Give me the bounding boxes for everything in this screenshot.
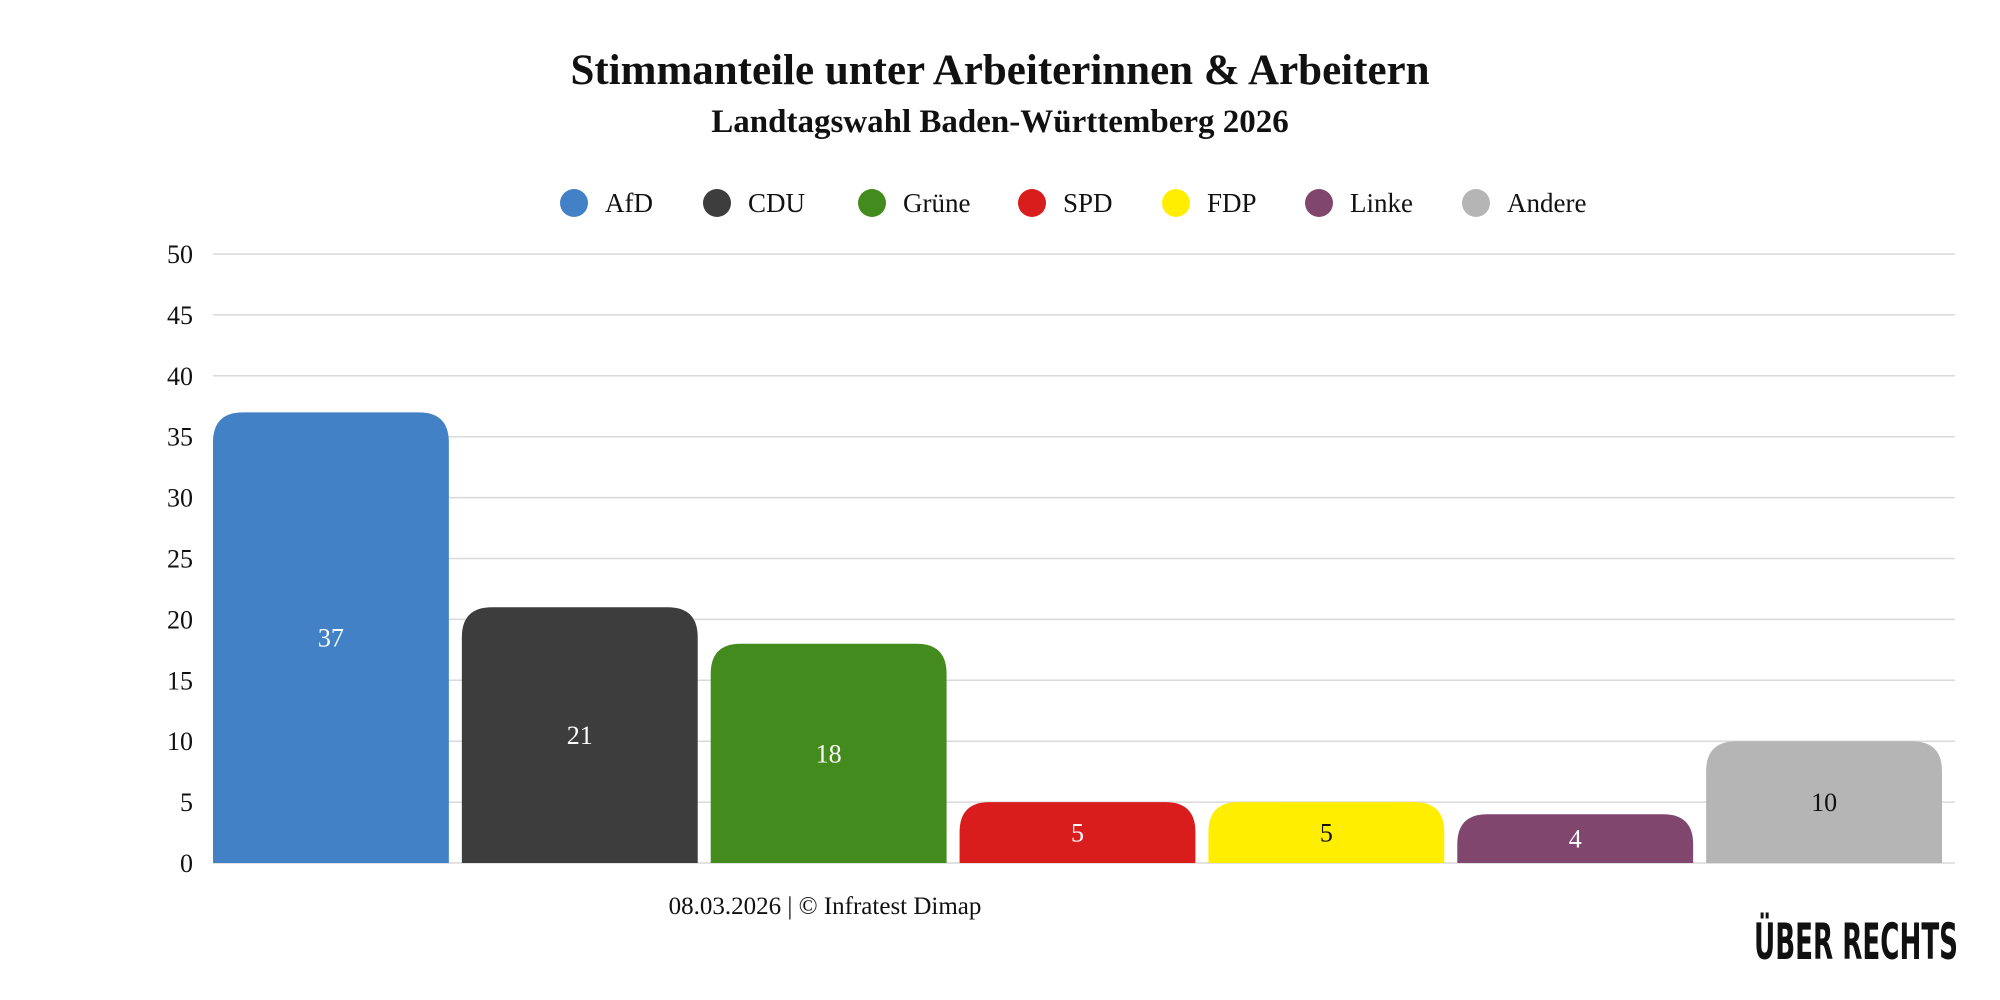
bar-value-label: 5 <box>1320 819 1333 848</box>
legend-swatch <box>1462 189 1490 217</box>
y-tick-label: 5 <box>180 788 193 817</box>
bar-grüne <box>710 643 947 863</box>
legend-swatch <box>1018 189 1046 217</box>
legend-swatch <box>858 189 886 217</box>
y-tick-label: 45 <box>167 301 193 330</box>
chart-legend: AfD CDU Grüne SPD FDP Linke Andere <box>0 183 2000 223</box>
legend-label: CDU <box>748 187 806 218</box>
bar-value-label: 5 <box>1071 819 1084 848</box>
legend-item-linke: Linke <box>1305 183 1413 223</box>
svg-text:ÜBER RECHTS: ÜBER RECHTS <box>1754 912 1958 965</box>
y-tick-label: 35 <box>167 423 193 452</box>
y-tick-label: 30 <box>167 484 193 513</box>
bar-afd <box>213 412 449 863</box>
y-tick-label: 25 <box>167 545 193 574</box>
bar-spd <box>959 802 1196 863</box>
y-tick-label: 20 <box>167 605 193 634</box>
legend-item-andere: Andere <box>1462 183 1586 223</box>
legend-swatch <box>1162 189 1190 217</box>
uber-rechts-logo: ÜBER RECHTS <box>1754 912 1958 965</box>
bar-andere <box>1706 741 1942 863</box>
bar-linke <box>1457 814 1694 863</box>
bar-value-label: 4 <box>1569 825 1582 854</box>
chart-subtitle: Landtagswahl Baden-Württemberg 2026 <box>711 104 1289 140</box>
source-footer: 08.03.2026 | © Infratest Dimap <box>668 893 982 920</box>
legend-label: Andere <box>1507 187 1587 218</box>
legend-item-fdp: FDP <box>1162 183 1257 223</box>
legend-item-afd: AfD <box>560 183 653 223</box>
legend-label: FDP <box>1207 187 1257 218</box>
y-tick-label: 15 <box>167 666 193 695</box>
bar-value-label: 21 <box>567 721 593 750</box>
y-tick-label: 40 <box>167 362 193 391</box>
y-tick-label: 10 <box>167 727 193 756</box>
legend-swatch <box>1305 189 1333 217</box>
legend-label: AfD <box>605 187 653 218</box>
legend-label: Grüne <box>903 187 971 218</box>
legend-label: SPD <box>1063 187 1113 218</box>
bar-value-label: 18 <box>816 739 842 768</box>
bar-value-label: 37 <box>318 624 344 653</box>
chart-title: Stimmanteile unter Arbeiterinnen & Arbei… <box>570 47 1430 94</box>
bar-fdp <box>1208 802 1445 863</box>
legend-item-spd: SPD <box>1018 183 1113 223</box>
legend-swatch <box>560 189 588 217</box>
legend-item-grüne: Grüne <box>858 183 970 223</box>
legend-item-cdu: CDU <box>703 183 805 223</box>
y-tick-label: 50 <box>167 240 193 269</box>
bar-cdu <box>461 607 698 863</box>
legend-label: Linke <box>1350 187 1413 218</box>
y-tick-label: 0 <box>180 849 193 878</box>
legend-swatch <box>703 189 731 217</box>
bar-value-label: 10 <box>1811 788 1837 817</box>
